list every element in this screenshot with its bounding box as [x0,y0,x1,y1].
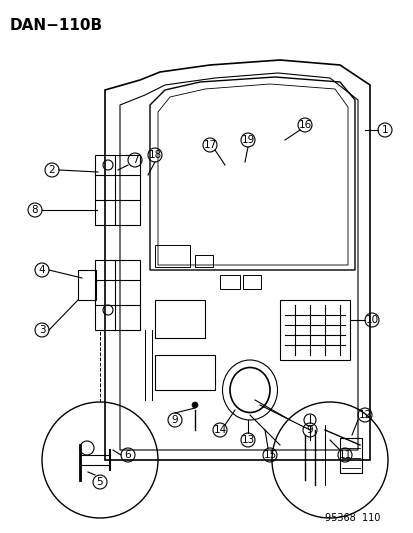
Text: 17: 17 [203,140,216,150]
Text: 12: 12 [358,410,371,420]
Text: 4: 4 [38,265,45,275]
Text: 14: 14 [213,425,226,435]
Text: 8: 8 [32,205,38,215]
Text: 2: 2 [49,165,55,175]
Text: 3: 3 [38,325,45,335]
Text: 9: 9 [171,415,178,425]
Text: 7: 7 [131,155,138,165]
Text: 10: 10 [365,315,377,325]
Text: 16: 16 [298,120,311,130]
Circle shape [192,402,197,408]
Text: 19: 19 [241,135,254,145]
Text: 11: 11 [337,450,351,460]
Text: 1: 1 [381,125,387,135]
Text: 9: 9 [306,425,313,435]
Text: 18: 18 [148,150,161,160]
Text: 13: 13 [241,435,254,445]
Text: 5: 5 [97,477,103,487]
Text: 15: 15 [263,450,276,460]
Text: DAN−110B: DAN−110B [10,18,103,33]
Text: 95368  110: 95368 110 [324,513,379,523]
Text: 6: 6 [124,450,131,460]
